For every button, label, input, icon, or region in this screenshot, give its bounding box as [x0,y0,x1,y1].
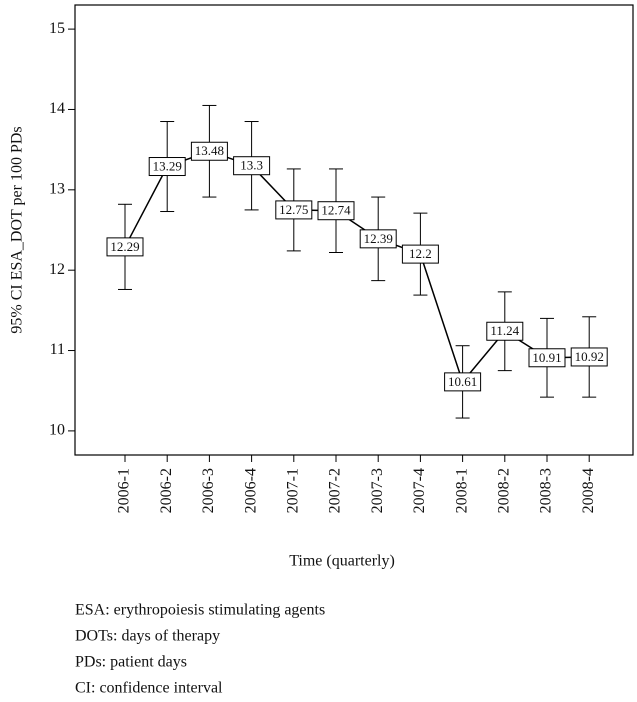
label-box [486,321,524,341]
label-box [233,156,271,176]
data-label: 11.24 [490,323,519,338]
x-tick-label: 2006-4 [242,468,259,513]
data-label: 10.61 [448,374,477,389]
x-tick-label: 2007-4 [411,468,428,513]
y-tick-label: 11 [50,341,65,358]
data-label: 12.75 [279,202,308,217]
x-tick-label: 2007-2 [327,468,344,513]
y-axis-label: 95% CI ESA_DOT per 100 PDs [9,126,26,333]
label-box [570,347,608,367]
label-box [275,200,313,220]
label-box [401,244,439,264]
data-label: 13.48 [195,143,224,158]
x-tick-label: 2008-3 [538,468,555,513]
x-axis-label: Time (quarterly) [289,553,395,570]
label-box [190,141,228,161]
data-label: 13.3 [240,158,263,173]
data-label: 12.74 [321,203,351,218]
x-tick-label: 2006-2 [158,468,175,513]
data-label: 12.29 [110,239,139,254]
x-tick-label: 2007-1 [284,468,301,513]
label-box [444,372,482,392]
y-tick-label: 15 [49,20,65,37]
footnote: CI: confidence interval [75,680,223,697]
x-tick-label: 2006-1 [116,468,133,513]
y-tick-label: 10 [49,422,65,439]
plot-frame [74,4,634,456]
footnote: ESA: erythropoiesis stimulating agents [75,602,325,619]
label-box [317,201,355,221]
data-label: 10.91 [532,350,561,365]
x-tick-label: 2008-4 [580,468,597,513]
x-tick-label: 2008-2 [495,468,512,513]
data-label: 13.29 [153,159,182,174]
y-tick-label: 13 [49,180,65,197]
label-box [359,229,397,249]
data-label: 12.39 [364,231,393,246]
x-tick-label: 2006-3 [200,468,217,513]
data-label: 12.2 [409,246,432,261]
y-tick-label: 12 [49,261,65,278]
footnote: DOTs: days of therapy [75,628,220,645]
label-box [106,237,144,257]
label-box [528,348,566,368]
label-box [148,157,186,177]
footnote: PDs: patient days [75,654,187,671]
x-tick-label: 2007-3 [369,468,386,513]
y-tick-label: 14 [49,100,65,117]
x-tick-label: 2008-1 [453,468,470,513]
data-label: 10.92 [575,349,604,364]
line [124,150,590,384]
